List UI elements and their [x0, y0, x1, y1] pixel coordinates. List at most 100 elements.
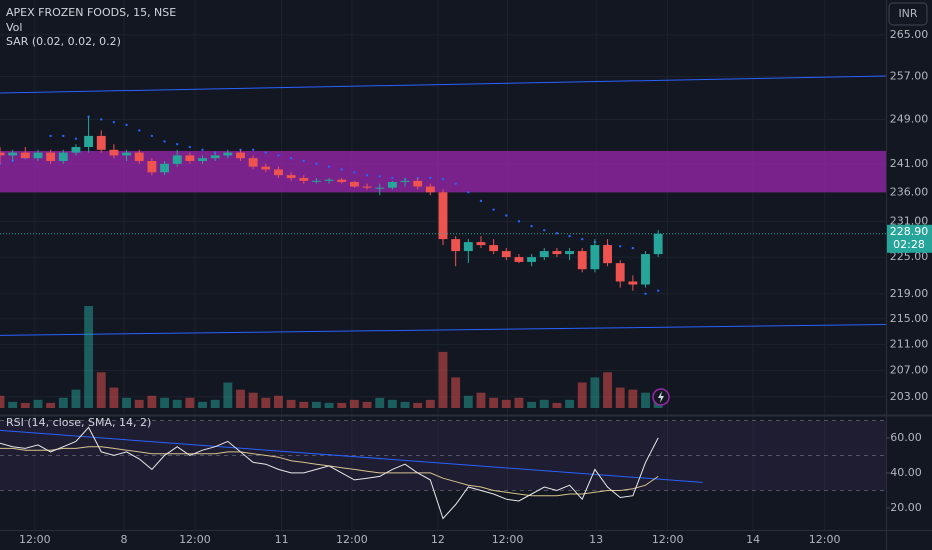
- candle-body: [8, 152, 18, 156]
- candle-body: [71, 147, 81, 153]
- zone: [0, 150, 886, 193]
- volume-bar: [489, 397, 499, 408]
- volume-bar: [463, 395, 473, 408]
- candle-body: [46, 152, 56, 161]
- candle-body: [590, 245, 600, 270]
- volume-bar: [451, 377, 461, 408]
- sar-dot: [479, 199, 483, 203]
- volume-bar: [8, 401, 18, 408]
- candle-body: [615, 263, 625, 282]
- sar-dot: [568, 234, 571, 238]
- volume-bar: [223, 382, 233, 408]
- x-tick-label: 12:00: [809, 533, 841, 546]
- sar-dot: [163, 140, 166, 143]
- candle-body: [324, 179, 334, 181]
- volume-bar: [286, 399, 296, 408]
- candle-body: [476, 242, 486, 246]
- indicator-label: SAR (0.02, 0.02, 0.2): [6, 35, 121, 48]
- candle-body: [134, 152, 144, 161]
- x-tick-label: 12:00: [336, 533, 368, 546]
- volume-bar: [84, 306, 94, 408]
- y-tick-label: 231.00: [890, 214, 929, 227]
- currency-button[interactable]: [888, 2, 928, 26]
- y-tick-label: 215.00: [890, 312, 929, 325]
- candle-body: [185, 155, 195, 161]
- candle-body: [375, 187, 385, 189]
- candle-body: [122, 152, 132, 156]
- sar-dot: [251, 148, 255, 152]
- sar-dot: [315, 162, 318, 166]
- volume-bar: [387, 399, 397, 408]
- candle-body: [527, 257, 537, 262]
- volume-bar: [236, 389, 245, 408]
- sar-dot: [289, 156, 293, 160]
- candle-body: [641, 254, 650, 285]
- sar-dot: [327, 165, 331, 168]
- candle-body: [400, 180, 410, 182]
- y-tick-label: 241.00: [890, 157, 929, 170]
- volume-bar: [577, 382, 587, 408]
- volume-bar: [122, 397, 132, 408]
- sar-dot: [201, 148, 204, 152]
- volume-bar: [172, 399, 182, 408]
- candle-body: [425, 186, 435, 193]
- volume-bar: [324, 402, 334, 408]
- sar-dot: [188, 145, 192, 149]
- volume-bar: [641, 392, 650, 408]
- candle-body: [58, 152, 68, 161]
- volume-bar: [210, 399, 220, 408]
- volume-bar: [527, 401, 537, 408]
- alert-bolt: [658, 391, 664, 403]
- volume-bar: [261, 397, 271, 408]
- candle-body: [539, 251, 549, 258]
- volume-bar: [147, 395, 157, 408]
- sar-dot: [391, 176, 394, 180]
- volume-bar: [160, 397, 169, 408]
- candle-body: [274, 169, 283, 176]
- rsi-label: RSI (14, close, SMA, 14, 2): [6, 416, 151, 429]
- y-tick-label: 249.00: [890, 112, 929, 125]
- sar-dot: [429, 176, 432, 180]
- sar-dot: [100, 118, 103, 121]
- candle-body: [463, 242, 473, 252]
- sar-dot: [125, 123, 128, 127]
- candle-body: [514, 257, 524, 262]
- sar-dot: [517, 220, 521, 223]
- volume-bar: [375, 397, 385, 408]
- volume-bar: [33, 399, 43, 408]
- volume-bar: [96, 372, 106, 408]
- volume-bar: [413, 402, 423, 408]
- volume-bar: [425, 399, 435, 408]
- alert-icon[interactable]: [652, 388, 670, 406]
- sar-dot: [441, 177, 445, 181]
- x-tick-label: 13: [589, 533, 603, 546]
- candle-body: [210, 155, 220, 159]
- sar-dot: [581, 237, 584, 241]
- candle-body: [501, 251, 511, 258]
- candle-body: [84, 135, 94, 148]
- sar-dot: [467, 191, 470, 194]
- candle-body: [109, 149, 119, 156]
- candle-body: [261, 166, 271, 170]
- volume-bar: [299, 401, 309, 408]
- sar-dot: [49, 134, 52, 138]
- candle-body: [299, 177, 309, 181]
- candle-body: [311, 180, 321, 182]
- sar-dot: [644, 292, 647, 295]
- candle-body: [0, 152, 5, 156]
- candle-body: [552, 251, 562, 255]
- y-tick-label: 219.00: [890, 287, 929, 300]
- candle-body: [653, 233, 663, 255]
- rsi-tick-label: 60.00: [890, 431, 922, 444]
- candle-body: [33, 152, 43, 159]
- y-tick-label: 225.00: [890, 250, 929, 263]
- volume-bar: [46, 402, 56, 408]
- y-tick-label: 236.00: [890, 185, 929, 198]
- volume-bar: [501, 399, 511, 408]
- sar-dot: [176, 143, 179, 146]
- candle-body: [172, 155, 182, 164]
- sar-dot: [656, 289, 660, 292]
- last-price-box: [887, 224, 932, 253]
- trendline: [0, 324, 887, 336]
